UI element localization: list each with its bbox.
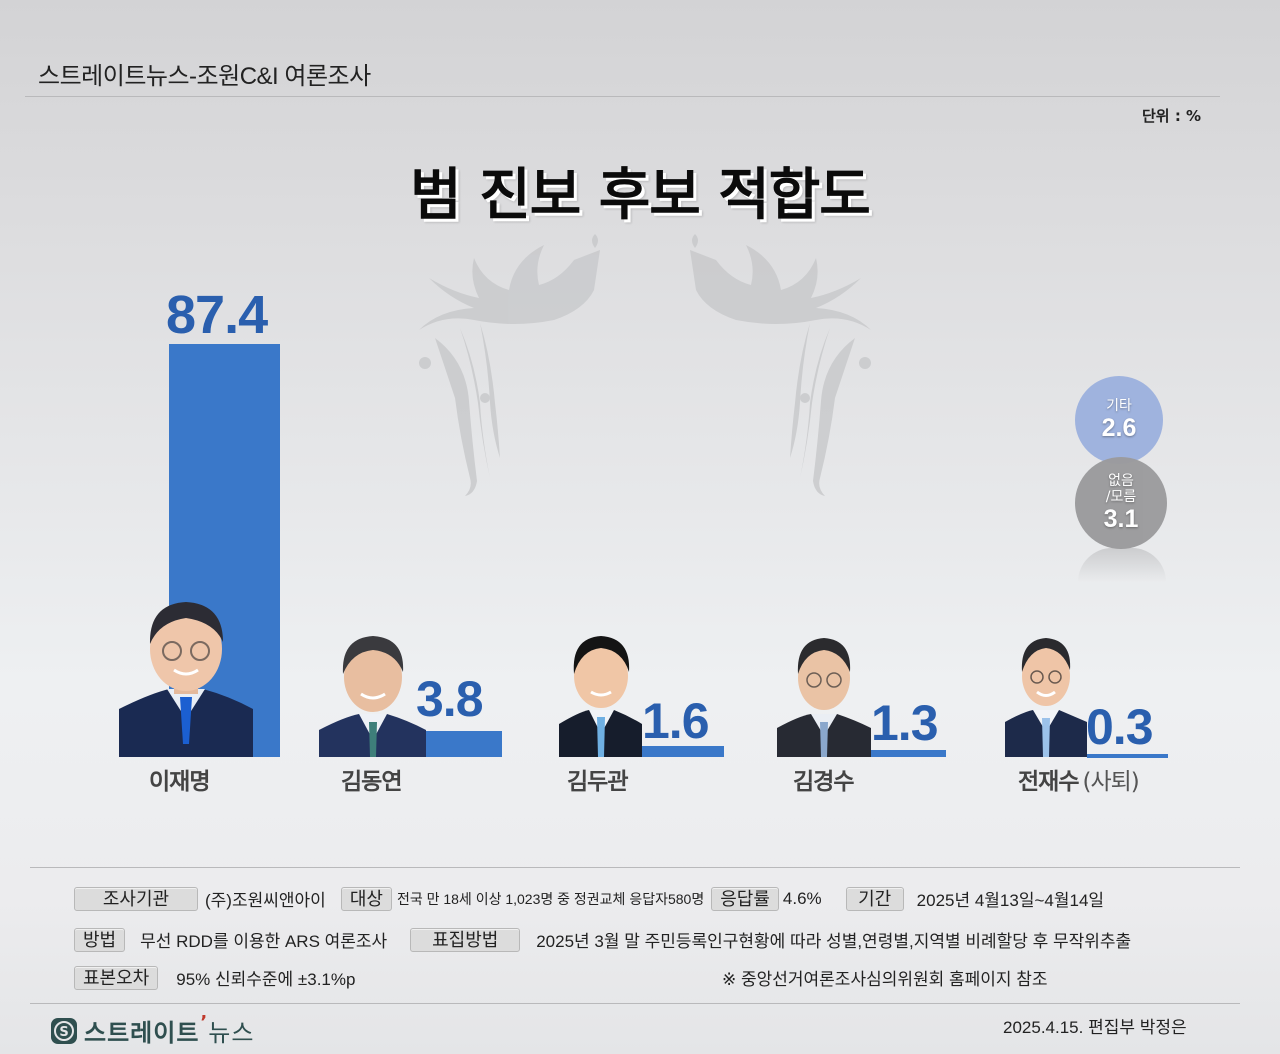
value-label-kim-dongyeon: 3.8 xyxy=(416,671,484,727)
candidate-photo-icon xyxy=(1005,638,1087,757)
method-value: 무선 RDD를 이용한 ARS 여론조사 xyxy=(140,932,388,951)
info-row-3: 표본오차 95% 신뢰수준에 ±3.1%p xyxy=(74,965,355,990)
header-divider xyxy=(25,96,1220,97)
agency-value: (주)조원씨앤아이 xyxy=(205,891,326,910)
none-value: 3.1 xyxy=(1103,505,1139,533)
phoenix-emblem-icon xyxy=(419,234,871,496)
period-value: 2025년 4월13일~4월14일 xyxy=(916,891,1105,910)
info-divider-bottom xyxy=(30,1003,1240,1004)
none-unknown-circle: 없음 /모름 3.1 xyxy=(1075,457,1167,549)
info-divider-top xyxy=(30,867,1240,868)
logo-text-news: 뉴스 xyxy=(208,1019,255,1047)
response-rate-value: 4.6% xyxy=(782,888,822,908)
unknown-label: /모름 xyxy=(1105,489,1137,505)
chart-title: 범 진보 후보 적합도 xyxy=(410,163,871,228)
candidate-name-text: 김경수 xyxy=(793,769,854,795)
value-label-jeon-jaesu: 0.3 xyxy=(1086,699,1154,755)
straight-news-logo-icon: S xyxy=(51,1017,77,1044)
candidate-name-kim-dongyeon: 김동연 xyxy=(341,762,402,796)
value-label-kim-gyeongsu: 1.3 xyxy=(871,695,939,751)
unit-label: 단위 : % xyxy=(1142,107,1202,125)
other-value: 2.6 xyxy=(1101,414,1137,442)
straight-news-logo: S 스트레이트 ’ 뉴스 xyxy=(50,1012,255,1048)
target-value: 전국 만 18세 이상 1,023명 중 정권교체 응답자580명 xyxy=(396,890,705,907)
candidate-name-kim-gyeongsu: 김경수 xyxy=(793,762,854,796)
bar-kim-gyeongsu xyxy=(871,750,946,757)
logo-accent-mark: ’ xyxy=(200,1012,208,1033)
credit-line: 2025.4.15. 편집부 박정은 xyxy=(1003,1018,1187,1037)
error-value: 95% 신뢰수준에 ±3.1%p xyxy=(176,970,356,989)
error-tag: 표본오차 xyxy=(74,965,159,990)
none-label: 없음 xyxy=(1108,473,1134,489)
candidate-photo-icon xyxy=(319,636,426,757)
sampling-value: 2025년 3월 말 주민등록인구현황에 따라 성별,연령별,지역별 비례할당 … xyxy=(536,932,1132,951)
agency-tag: 조사기관 xyxy=(74,886,198,911)
logo-text-straight: 스트레이트 xyxy=(84,1019,200,1047)
reference-note: ※ 중앙선거여론조사심의위원회 홈페이지 참조 xyxy=(722,965,1048,990)
method-tag: 방법 xyxy=(74,927,126,952)
candidate-photo-icon xyxy=(119,602,253,757)
candidate-photo-icon xyxy=(777,638,871,757)
reference-note-text: ※ 중앙선거여론조사심의위원회 홈페이지 참조 xyxy=(722,970,1048,989)
value-label-kim-dugwan: 1.6 xyxy=(642,693,710,749)
candidate-name-text: 전재수 xyxy=(1018,769,1079,795)
response-rate-tag: 응답률 xyxy=(711,886,779,911)
candidate-name-kim-dugwan: 김두관 xyxy=(567,762,628,796)
info-row-1: 조사기관 (주)조원씨앤아이 대상 전국 만 18세 이상 1,023명 중 정… xyxy=(74,886,1104,911)
source-title: 스트레이트뉴스-조원C&I 여론조사 xyxy=(38,63,371,90)
sampling-tag: 표집방법 xyxy=(410,927,521,952)
period-tag: 기간 xyxy=(845,886,904,911)
circle-reflection xyxy=(1078,548,1166,582)
bar-kim-dugwan xyxy=(642,746,724,757)
other-circle: 기타 2.6 xyxy=(1075,376,1163,464)
target-tag: 대상 xyxy=(340,886,392,911)
bar-kim-dongyeon xyxy=(426,731,502,757)
candidate-name-lee-jaemyung: 이재명 xyxy=(149,762,210,796)
value-label-lee-jaemyung: 87.4 xyxy=(166,285,268,345)
info-row-2: 방법 무선 RDD를 이용한 ARS 여론조사 표집방법 2025년 3월 말 … xyxy=(74,927,1131,952)
candidate-name-text: 김두관 xyxy=(567,769,628,795)
candidate-name-text: 이재명 xyxy=(149,769,210,795)
svg-text:S: S xyxy=(59,1025,68,1040)
candidate-note-resigned: (사퇴) xyxy=(1082,769,1139,795)
bar-jeon-jaesu xyxy=(1087,754,1168,758)
other-label: 기타 xyxy=(1106,398,1132,414)
candidate-name-jeon-jaesu: 전재수 (사퇴) xyxy=(1018,762,1140,796)
candidate-name-text: 김동연 xyxy=(341,769,402,795)
candidate-photo-icon xyxy=(559,636,642,757)
